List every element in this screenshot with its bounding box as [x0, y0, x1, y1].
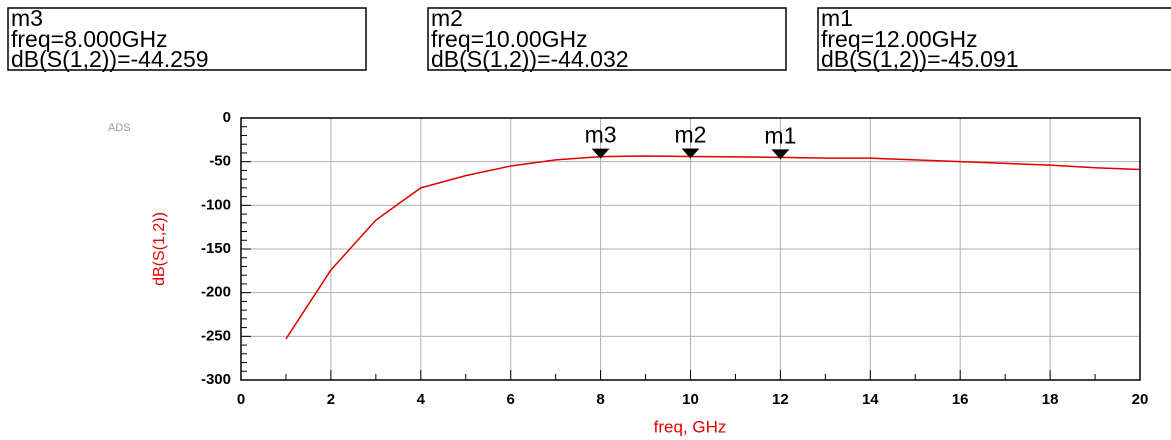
x-tick-label: 14: [862, 391, 879, 408]
marker-triangle: [771, 149, 790, 160]
y-tick-label: -300: [201, 371, 231, 388]
series-line: [285, 155, 1141, 340]
x-axis-label: freq, GHz: [654, 417, 727, 436]
marker-box-freq: freq=10.00GHz: [431, 26, 588, 52]
marker-box: [7, 7, 367, 71]
x-tick-label: 8: [596, 391, 604, 408]
marker-box-name: m2: [431, 5, 463, 31]
plot-frame: [240, 117, 1141, 381]
marker-box-value: dB(S(1,2))=-45.091: [821, 46, 1019, 72]
x-tick-label: 20: [1132, 391, 1149, 408]
y-tick-label: -200: [201, 284, 231, 301]
marker-label: m3: [585, 122, 617, 148]
marker-box-value: dB(S(1,2))=-44.259: [11, 46, 209, 72]
y-tick-label: -150: [201, 240, 231, 257]
x-tick-label: 18: [1042, 391, 1059, 408]
x-tick-label: 10: [682, 391, 699, 408]
marker-triangle: [591, 148, 610, 159]
y-axis-label: dB(S(1,2)): [151, 212, 168, 286]
x-tick-label: 6: [507, 391, 515, 408]
x-tick-label: 16: [952, 391, 969, 408]
y-tick-label: -100: [201, 196, 231, 213]
marker-box-name: m3: [11, 5, 43, 31]
x-tick-label: 4: [417, 391, 426, 408]
watermark: ADS: [108, 122, 131, 134]
marker-label: m2: [675, 122, 707, 148]
y-tick-label: -250: [201, 327, 231, 344]
marker-box: [817, 7, 1171, 71]
y-tick-label: 0: [223, 109, 231, 126]
x-tick-label: 2: [327, 391, 335, 408]
marker-triangle: [681, 148, 700, 159]
y-tick-label: -50: [209, 153, 231, 170]
x-tick-label: 0: [237, 391, 245, 408]
marker-box-freq: freq=8.000GHz: [11, 26, 168, 52]
marker-label: m1: [764, 122, 796, 148]
marker-box-freq: freq=12.00GHz: [821, 26, 978, 52]
marker-box-value: dB(S(1,2))=-44.032: [431, 46, 629, 72]
x-tick-label: 12: [772, 391, 789, 408]
marker-box: [427, 7, 787, 71]
marker-box-name: m1: [821, 5, 853, 31]
